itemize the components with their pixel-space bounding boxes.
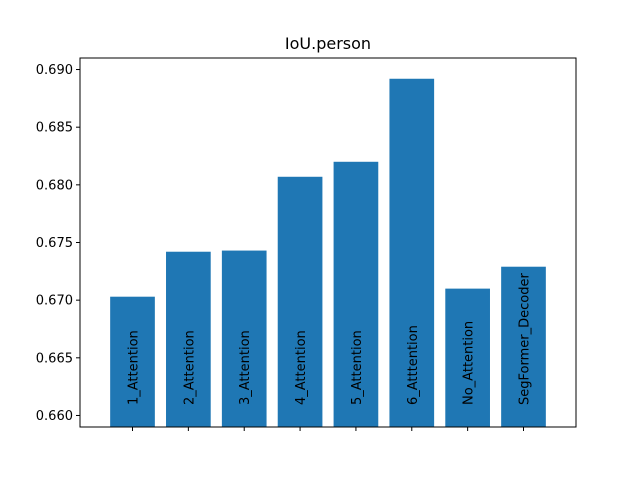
bar-label-2_Attention: 2_Attention bbox=[182, 330, 197, 405]
bar-label-No_Attention: No_Attention bbox=[462, 321, 477, 405]
y-tick-label: 0.670 bbox=[36, 294, 73, 309]
bar-4_Attention bbox=[277, 176, 323, 427]
bars-group bbox=[110, 78, 546, 427]
y-axis: 0.660 0.665 0.670 0.675 0.680 0.685 0.690 bbox=[36, 63, 80, 424]
y-tick-label: 0.660 bbox=[36, 409, 73, 424]
bar-No_Attention bbox=[445, 288, 490, 427]
y-tick-label: 0.685 bbox=[36, 121, 73, 136]
plot-frame bbox=[79, 57, 577, 428]
bar-2_Attention bbox=[166, 251, 211, 427]
y-tick-label: 0.665 bbox=[36, 351, 73, 366]
y-tick-label: 0.680 bbox=[36, 178, 73, 193]
bar-1_Attention bbox=[110, 296, 155, 427]
bar-label-1_Attention: 1_Attention bbox=[127, 330, 142, 405]
bar-label-SegFormer_Decoder: SegFormer_Decoder bbox=[517, 273, 532, 405]
y-tick-label: 0.675 bbox=[36, 236, 73, 251]
bar-labels-group: 1_Attention 2_Attention 3_Attention 4_Atten… bbox=[127, 273, 533, 405]
bar-6_Atttention bbox=[389, 78, 435, 427]
chart-title: IoU.person bbox=[285, 34, 371, 53]
y-tick-label: 0.690 bbox=[36, 63, 73, 78]
bar-label-6_Atttention: 6_Atttention bbox=[406, 325, 421, 405]
bar-label-5_Attention: 5_Attention bbox=[350, 330, 365, 405]
x-axis bbox=[132, 427, 524, 431]
bar-label-3_Attention: 3_Attention bbox=[238, 330, 253, 405]
bar-3_Attention bbox=[221, 250, 267, 427]
bar-SegFormer_Decoder bbox=[501, 266, 546, 427]
bar-5_Attention bbox=[333, 161, 379, 427]
bar-label-4_Attention: 4_Attention bbox=[294, 330, 309, 405]
